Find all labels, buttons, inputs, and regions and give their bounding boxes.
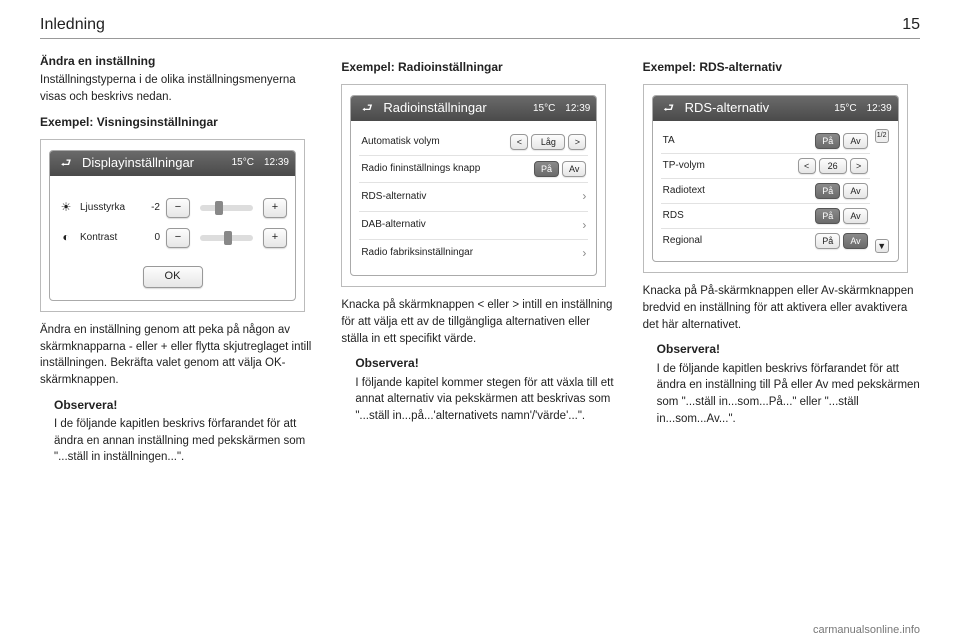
slider[interactable]: [200, 235, 253, 241]
plus-button[interactable]: +: [263, 228, 287, 248]
column-2: Exempel: Radioinställningar ⮐ Radioinstä…: [341, 53, 618, 474]
minus-button[interactable]: −: [166, 198, 190, 218]
display-row: ◐ Kontrast 0− +: [58, 228, 287, 248]
header-section: Inledning: [40, 16, 105, 34]
row-label: RDS: [663, 209, 721, 224]
on-button[interactable]: På: [815, 233, 840, 249]
chevron-right-icon: ›: [582, 245, 586, 262]
radio-title: Radioinställningar: [383, 99, 523, 118]
back-icon[interactable]: ⮐: [56, 156, 76, 172]
observe-block-3: Observera! I de följande kapitlen beskri…: [657, 341, 920, 427]
rds-instruction: Knacka på På-skärmknappen eller Av-skärm…: [643, 283, 920, 333]
display-instruction: Ändra en inställning genom att peka på n…: [40, 322, 317, 389]
observe-block-2: Observera! I följande kapitel kommer ste…: [355, 355, 618, 424]
radio-row[interactable]: DAB-alternativ›: [359, 212, 588, 240]
rds-titlebar: ⮐ RDS-alternativ 15°C 12:39: [653, 96, 898, 121]
display-settings-screenshot: ⮐ Displayinställningar 15°C 12:39 ☀ Ljuss…: [40, 139, 305, 312]
observe-title-3: Observera!: [657, 341, 920, 358]
rds-settings-screenshot: ⮐ RDS-alternativ 15°C 12:39 TAPåAvTP-vol…: [643, 84, 908, 273]
observe-body-2: I följande kapitel kommer stegen för att…: [355, 375, 618, 425]
off-button[interactable]: Av: [562, 161, 586, 177]
row-label: DAB-alternativ: [361, 218, 582, 233]
prev-button[interactable]: <: [510, 134, 528, 150]
slider[interactable]: [200, 205, 253, 211]
row-value: 0: [142, 231, 160, 246]
ok-button[interactable]: OK: [143, 266, 203, 288]
radio-settings-screenshot: ⮐ Radioinställningar 15°C 12:39 Automati…: [341, 84, 606, 287]
row-label: RDS-alternativ: [361, 190, 582, 205]
observe-title-2: Observera!: [355, 355, 618, 372]
display-titlebar: ⮐ Displayinställningar 15°C 12:39: [50, 151, 295, 176]
display-temp: 15°C: [232, 156, 254, 171]
rds-row: TA PåAv: [661, 129, 870, 154]
row-label: TA: [663, 134, 721, 149]
back-icon[interactable]: ⮐: [659, 101, 679, 117]
on-button[interactable]: På: [815, 208, 840, 224]
radio-temp: 15°C: [533, 102, 555, 117]
spinner-value: Låg: [531, 134, 565, 150]
minus-button[interactable]: −: [166, 228, 190, 248]
next-button[interactable]: >: [850, 158, 868, 174]
row-label: TP-volym: [663, 159, 721, 174]
rds-row: Regional PåAv: [661, 229, 870, 253]
prev-button[interactable]: <: [798, 158, 816, 174]
intro-text: Inställningstyperna i de olika inställni…: [40, 72, 317, 105]
observe-body-3: I de följande kapitlen beskrivs förfaran…: [657, 361, 920, 428]
rds-temp: 15°C: [834, 102, 856, 117]
example-radio-heading: Exempel: Radioinställningar: [341, 59, 618, 76]
off-button[interactable]: Av: [843, 233, 867, 249]
radio-time: 12:39: [565, 102, 590, 117]
page-number: 15: [902, 16, 920, 34]
spinner-value: 26: [819, 158, 847, 174]
radio-titlebar: ⮐ Radioinställningar 15°C 12:39: [351, 96, 596, 121]
display-title: Displayinställningar: [82, 154, 222, 173]
back-icon[interactable]: ⮐: [357, 101, 377, 117]
footer-watermark: carmanualsonline.info: [813, 624, 920, 636]
rds-row: Radiotext PåAv: [661, 179, 870, 204]
heading-change-setting: Ändra en inställning: [40, 53, 317, 70]
on-button[interactable]: På: [534, 161, 559, 177]
rds-row: TP-volym <26>: [661, 154, 870, 179]
example-rds-heading: Exempel: RDS-alternativ: [643, 59, 920, 76]
observe-title-1: Observera!: [54, 397, 317, 414]
radio-row[interactable]: Radio fabriksinställningar›: [359, 240, 588, 267]
display-row: ☀ Ljusstyrka -2− +: [58, 198, 287, 218]
example-display-heading: Exempel: Visningsinställningar: [40, 114, 317, 131]
row-label: Regional: [663, 234, 721, 249]
chevron-right-icon: ›: [582, 217, 586, 234]
observe-block-1: Observera! I de följande kapitlen beskri…: [54, 397, 317, 466]
rds-row: RDS PåAv: [661, 204, 870, 229]
plus-button[interactable]: +: [263, 198, 287, 218]
scroll-down-button[interactable]: ▼: [875, 239, 889, 253]
page-header: Inledning 15: [40, 16, 920, 39]
off-button[interactable]: Av: [843, 208, 867, 224]
row-label: Kontrast: [80, 231, 136, 246]
row-label: Automatisk volym: [361, 135, 510, 150]
page-indicator: 1/2: [875, 129, 889, 143]
row-value: -2: [142, 201, 160, 216]
next-button[interactable]: >: [568, 134, 586, 150]
column-3: Exempel: RDS-alternativ ⮐ RDS-alternativ…: [643, 53, 920, 474]
row-label: Ljusstyrka: [80, 201, 136, 216]
row-label: Radio fininställnings knapp: [361, 162, 534, 177]
radio-row: Radio fininställnings knappPåAv: [359, 156, 588, 183]
rds-scrollbar[interactable]: 1/2 ▼: [874, 129, 890, 253]
on-button[interactable]: På: [815, 183, 840, 199]
radio-row: Automatisk volym<Låg>: [359, 129, 588, 156]
chevron-right-icon: ›: [582, 188, 586, 205]
display-time: 12:39: [264, 156, 289, 171]
observe-body-1: I de följande kapitlen beskrivs förfaran…: [54, 416, 317, 466]
rds-time: 12:39: [867, 102, 892, 117]
off-button[interactable]: Av: [843, 183, 867, 199]
off-button[interactable]: Av: [843, 133, 867, 149]
row-label: Radio fabriksinställningar: [361, 246, 582, 261]
row-icon: ☀: [58, 199, 74, 216]
on-button[interactable]: På: [815, 133, 840, 149]
row-icon: ◐: [58, 229, 74, 246]
radio-instruction: Knacka på skärmknappen < eller > intill …: [341, 297, 618, 347]
radio-row[interactable]: RDS-alternativ›: [359, 183, 588, 211]
column-1: Ändra en inställning Inställningstyperna…: [40, 53, 317, 474]
rds-title: RDS-alternativ: [685, 99, 825, 118]
row-label: Radiotext: [663, 184, 721, 199]
